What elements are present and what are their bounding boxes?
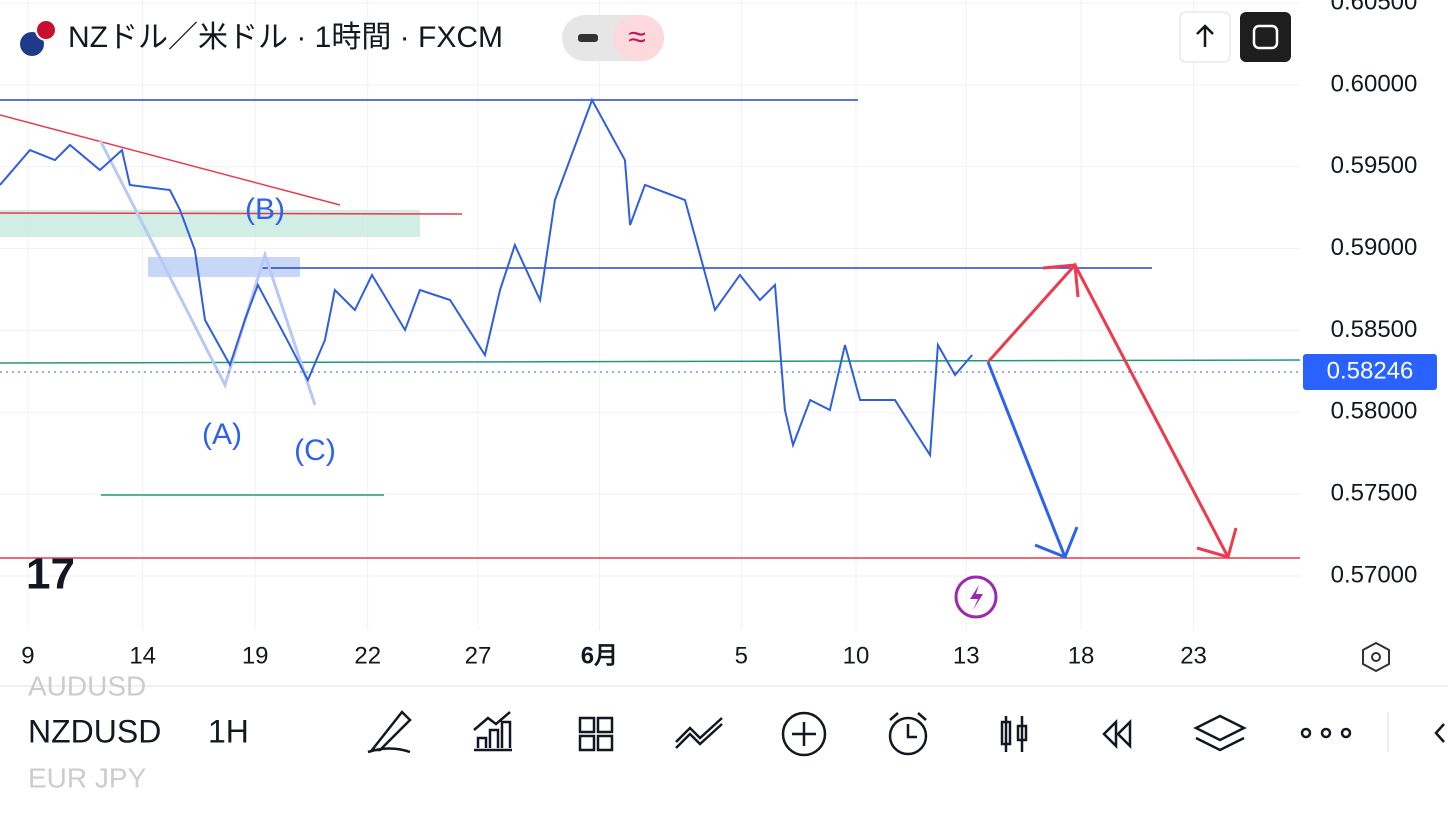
y-tick-label: 0.58500 <box>1331 316 1418 343</box>
logo: 17 <box>26 550 75 599</box>
icon <box>578 34 598 42</box>
indicators[interactable] <box>473 711 512 752</box>
level-line <box>0 359 1301 364</box>
x-tick-label: 13 <box>953 642 980 669</box>
chart-title: NZドル／米ドル · 1時間 · FXCM <box>68 21 503 54</box>
x-tick-label: 19 <box>242 642 269 669</box>
replay[interactable] <box>1102 718 1132 750</box>
x-tick-label: 10 <box>843 642 870 669</box>
interval[interactable]: 1H <box>208 713 249 749</box>
flag-icon <box>35 19 57 41</box>
y-tick-label: 0.57000 <box>1331 561 1418 588</box>
icon <box>1371 652 1381 662</box>
x-tick-label: 18 <box>1068 642 1095 669</box>
y-tick-label: 0.59000 <box>1331 234 1418 261</box>
layouts[interactable] <box>578 716 614 752</box>
x-tick-label: 5 <box>735 642 748 669</box>
add[interactable] <box>781 711 827 757</box>
x-tick-label: 27 <box>465 642 492 669</box>
y-tick-label: 0.57500 <box>1331 479 1418 506</box>
status-pill[interactable] <box>613 15 664 61</box>
icon[interactable] <box>954 575 998 619</box>
symbol-faded[interactable]: AUDUSD <box>28 670 146 701</box>
y-tick-label: 0.59500 <box>1331 152 1418 179</box>
more[interactable] <box>1300 727 1312 739</box>
icon: ≈ <box>628 18 646 54</box>
last-price-label: 0.58246 <box>1327 357 1414 384</box>
price-line <box>0 97 973 459</box>
trend-line <box>0 114 341 206</box>
x-tick-label: 14 <box>129 642 156 669</box>
chart-type[interactable] <box>1000 716 1028 752</box>
icon <box>1252 24 1279 50</box>
layers[interactable] <box>1193 714 1247 752</box>
icon <box>970 585 983 610</box>
wave-label: (A) <box>202 418 242 451</box>
arrow <box>986 361 1079 559</box>
y-tick-label: 0.60500 <box>1331 0 1418 15</box>
arrow <box>986 262 1238 559</box>
icon <box>1196 24 1214 47</box>
wave-label: (B) <box>245 193 285 226</box>
x-tick-label: 6月 <box>581 642 618 669</box>
symbol-faded[interactable]: EUR JPY <box>28 762 147 793</box>
level-line <box>0 212 463 215</box>
toolbar-icons <box>367 710 1445 757</box>
collapse[interactable] <box>1434 723 1445 743</box>
settings-icon[interactable] <box>1362 641 1390 673</box>
button[interactable] <box>1240 12 1291 62</box>
flag-icon <box>20 32 44 56</box>
y-tick-label: 0.60000 <box>1331 70 1418 97</box>
draw-tool[interactable] <box>367 710 412 754</box>
x-tick-label: 9 <box>21 642 34 669</box>
last-price-box <box>1303 354 1437 391</box>
y-tick-label: 0.58000 <box>1331 398 1418 425</box>
x-tick-label: 23 <box>1180 642 1207 669</box>
compare[interactable] <box>675 717 723 749</box>
wave-label: (C) <box>294 434 336 467</box>
symbol[interactable]: NZDUSD <box>28 713 161 749</box>
zone <box>148 257 300 277</box>
x-tick-label: 22 <box>354 642 381 669</box>
alert[interactable] <box>888 716 928 756</box>
